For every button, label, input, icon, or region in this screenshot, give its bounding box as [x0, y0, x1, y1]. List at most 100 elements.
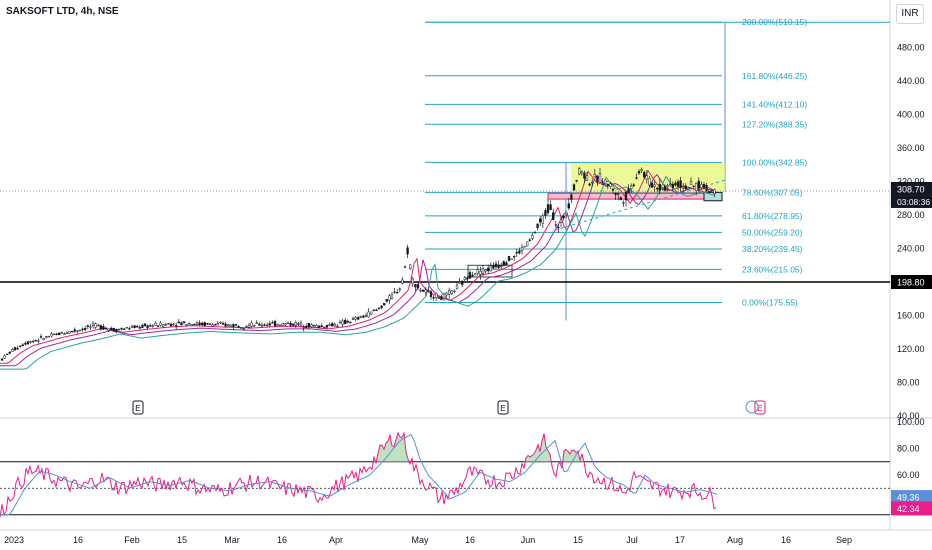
candle-body: [323, 326, 326, 329]
candle-body: [487, 267, 490, 272]
candle-body: [523, 246, 526, 248]
candle-body: [666, 185, 669, 188]
support-band: [547, 192, 719, 200]
candle-body: [377, 307, 381, 309]
candle-body: [13, 347, 17, 351]
candle-body: [390, 294, 394, 300]
candle-body: [474, 273, 477, 276]
time-tick-label: Jul: [626, 535, 638, 545]
price-tick-label: 360.00: [897, 143, 925, 153]
candle-body: [383, 302, 386, 306]
price-axis: 40.0080.00120.00160.00200.00240.00280.00…: [891, 43, 932, 516]
candle-body: [674, 182, 677, 186]
fib-level-label: 50.00%(259.20): [742, 227, 803, 237]
candle-body: [705, 185, 708, 191]
time-tick-label: 16: [277, 535, 287, 545]
candle-body: [656, 187, 659, 190]
candle-body: [24, 342, 27, 345]
candle-body: [333, 323, 336, 327]
rsi-ma-badge: 49.36: [897, 493, 920, 503]
candle-body: [65, 332, 69, 335]
candle-body: [351, 318, 355, 320]
candle-body: [588, 183, 591, 186]
candle-body: [50, 333, 53, 337]
candle-body: [450, 290, 453, 294]
candle-body: [708, 189, 711, 192]
rsi-tick-label: 60.00: [897, 470, 920, 480]
candle-body: [268, 323, 271, 326]
candle-body: [58, 332, 61, 336]
candle-body: [143, 323, 147, 326]
candle-body: [562, 215, 565, 219]
candle-body: [185, 324, 188, 326]
candle-body: [388, 295, 391, 301]
candle-body: [6, 353, 9, 356]
candle-body: [198, 322, 201, 325]
candle-body: [403, 266, 407, 268]
time-tick-label: Apr: [329, 535, 343, 545]
candle-body: [224, 323, 227, 327]
candle-body: [16, 348, 19, 350]
candle-body: [416, 284, 420, 289]
candle-body: [250, 322, 253, 327]
candle-body: [442, 293, 446, 299]
candle-body: [466, 277, 469, 280]
candle-body: [398, 288, 401, 290]
candle-body: [546, 204, 550, 214]
candle-body: [359, 316, 362, 318]
time-tick-label: May: [411, 535, 429, 545]
candle-body: [42, 338, 45, 341]
candle-body: [497, 264, 500, 269]
candle-body: [396, 292, 399, 294]
candle-body: [123, 328, 126, 330]
candle-body: [349, 321, 352, 324]
candle-body: [619, 197, 622, 200]
candles: [0, 166, 716, 362]
candle-body: [455, 284, 459, 289]
candle-body: [234, 324, 238, 326]
candle-body: [648, 178, 651, 186]
candle-body: [177, 321, 180, 324]
candle-body: [258, 323, 261, 326]
candle-body: [221, 323, 225, 325]
candle-body: [115, 328, 118, 333]
candle-body: [89, 326, 92, 328]
candle-body: [713, 189, 716, 195]
candle-body: [338, 322, 342, 324]
candle-body: [661, 188, 664, 190]
candle-body: [84, 328, 87, 330]
candle-body: [273, 321, 277, 327]
candle-body: [3, 355, 6, 359]
rsi-tick-label: 80.00: [897, 444, 920, 454]
fib-level-label: 100.00%(342.85): [742, 157, 807, 167]
candle-body: [437, 297, 440, 299]
candle-body: [86, 325, 89, 327]
candle-body: [375, 309, 378, 311]
candle-body: [570, 194, 573, 200]
candle-body: [328, 324, 331, 326]
candle-body: [151, 325, 154, 327]
price-tick-label: 400.00: [897, 110, 925, 120]
candle-body: [481, 268, 485, 274]
fib-level-label: 61.80%(278.95): [742, 211, 803, 221]
dividend-marker-icon: [745, 400, 759, 414]
candle-body: [624, 191, 628, 201]
last-price-badge-bg: [891, 181, 932, 196]
candle-body: [702, 184, 706, 188]
candle-body: [94, 323, 97, 328]
candle-body: [97, 324, 100, 327]
candle-body: [292, 323, 295, 326]
candle-body: [419, 289, 422, 292]
candle-body: [320, 325, 323, 327]
currency-button[interactable]: INR: [896, 4, 924, 24]
candle-body: [489, 265, 492, 272]
candle-body: [637, 171, 641, 174]
candle-body: [393, 291, 396, 294]
candle-body: [52, 333, 56, 336]
candle-body: [68, 331, 71, 334]
candle-body: [468, 272, 472, 279]
candle-body: [344, 319, 347, 325]
candle-body: [11, 349, 14, 352]
